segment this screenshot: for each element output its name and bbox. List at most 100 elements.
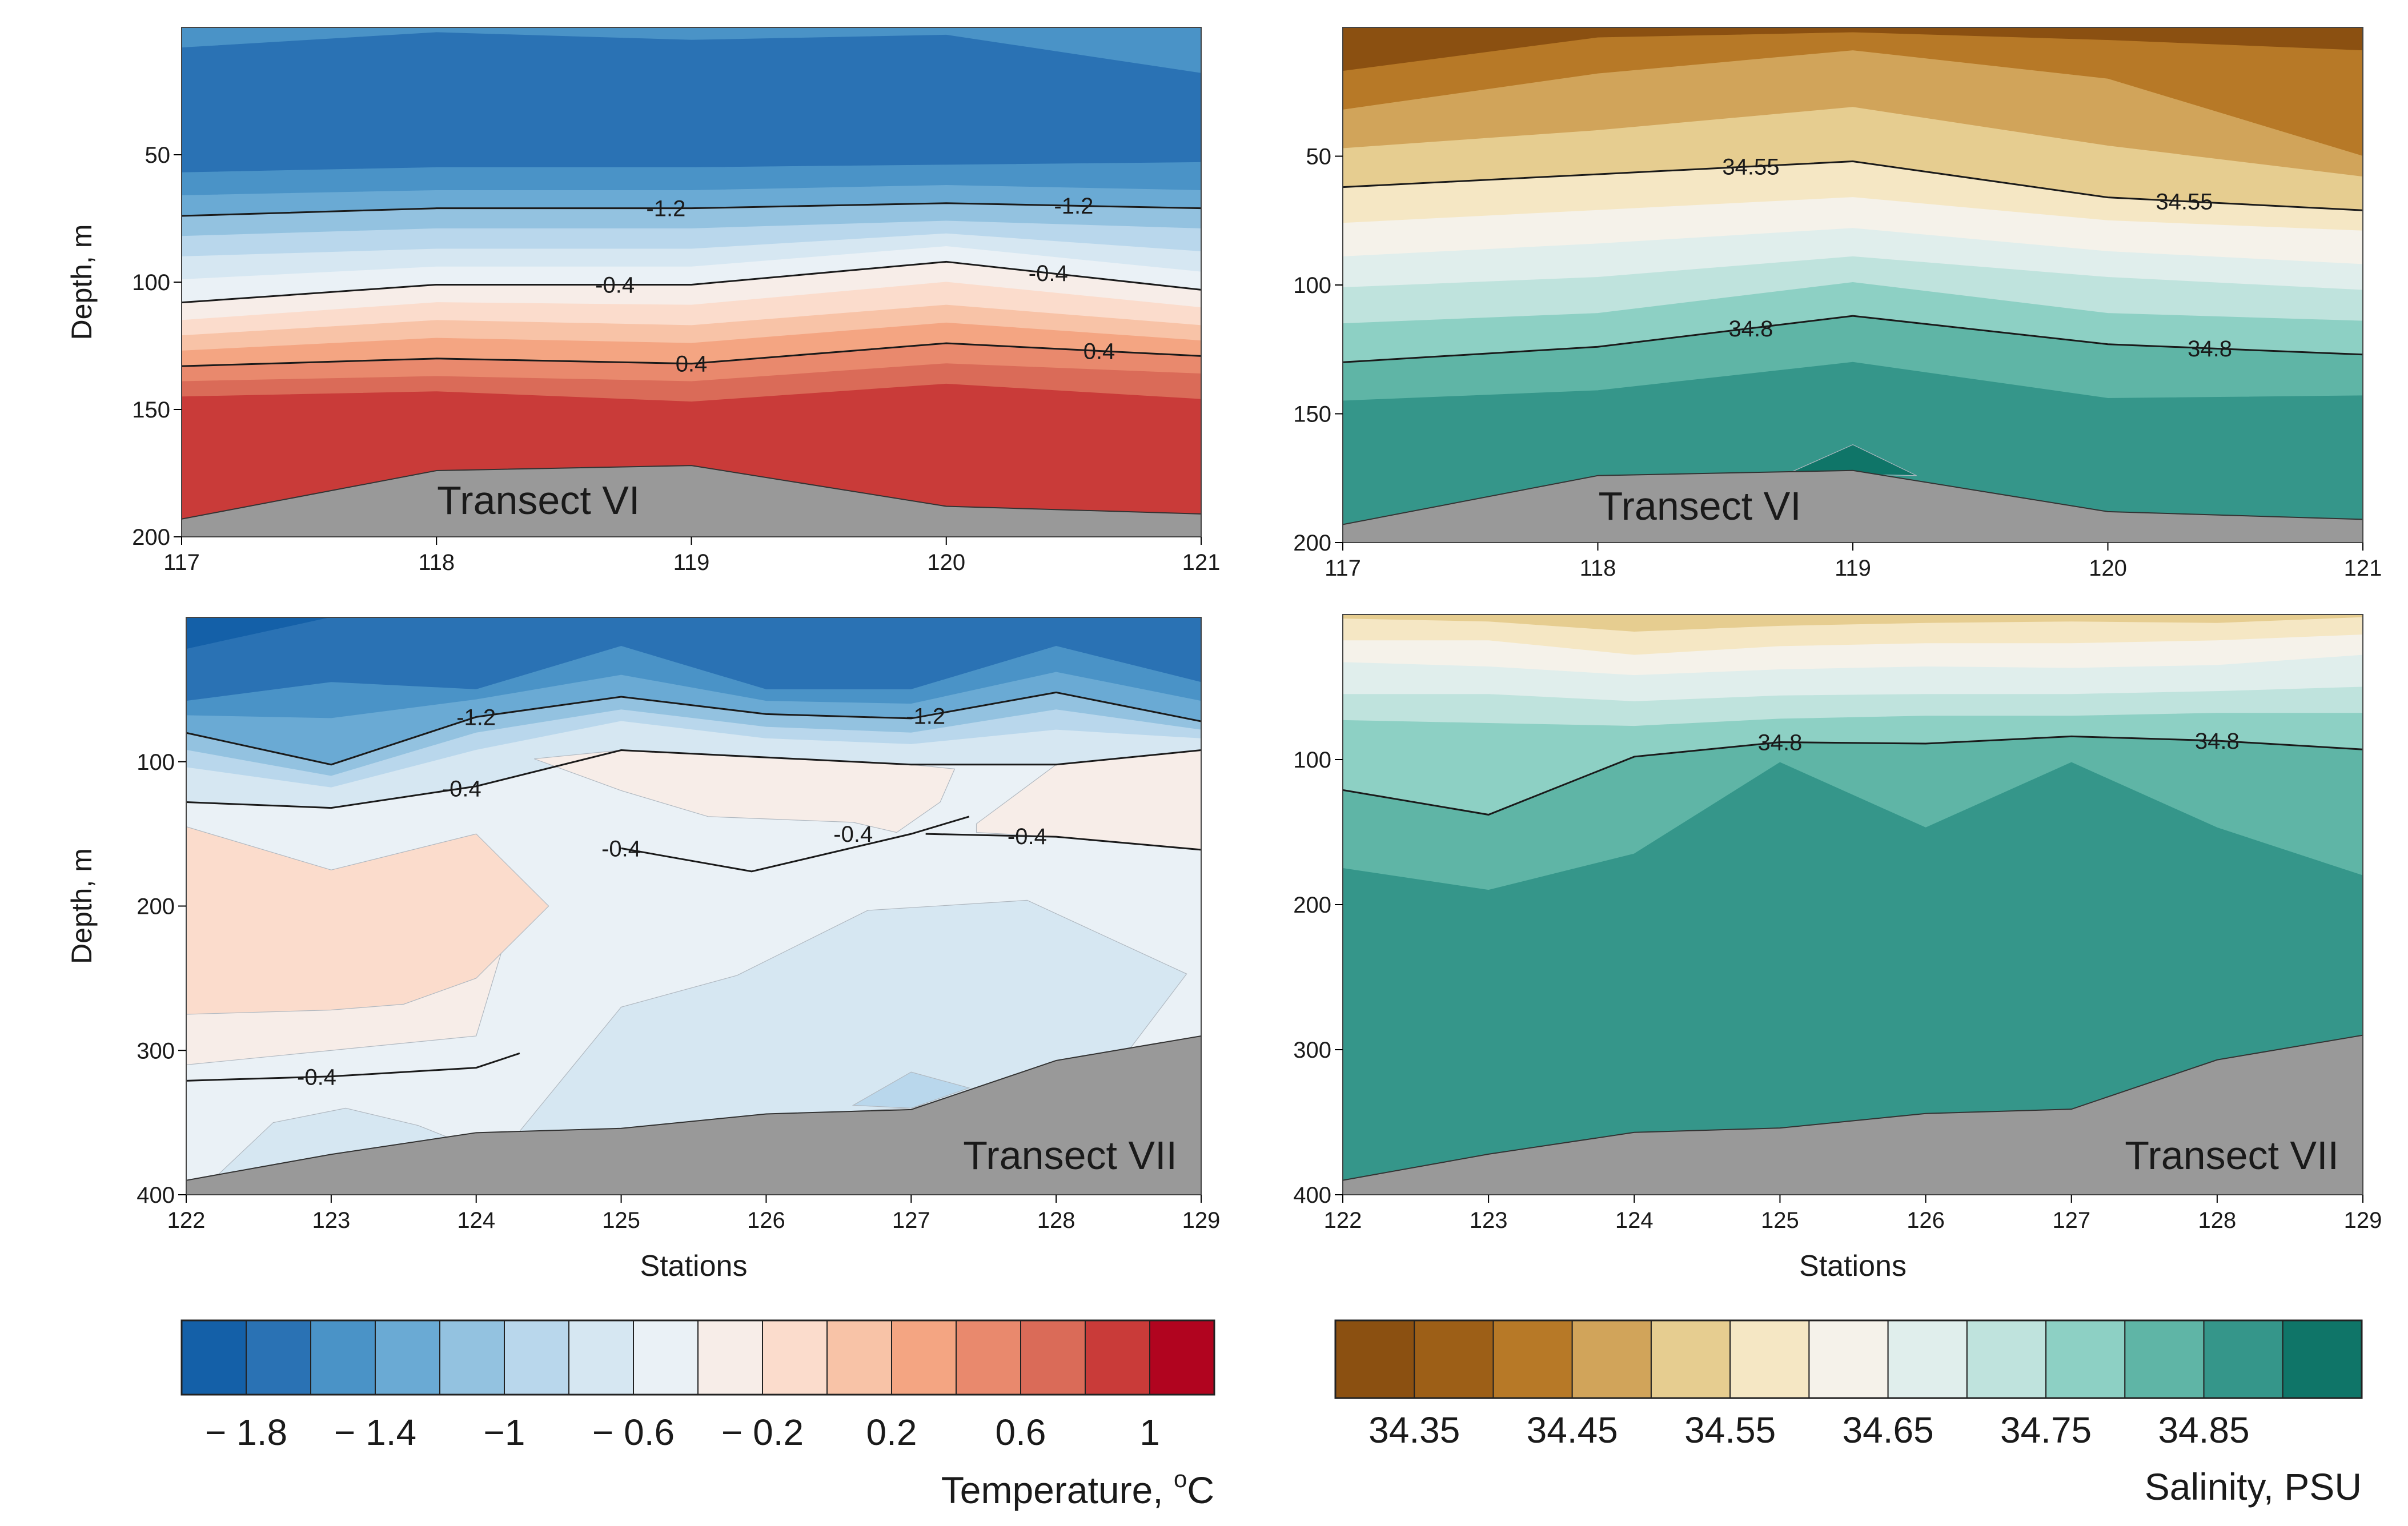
contour-patch [186, 826, 549, 1015]
colorbar-title: Salinity, PSU [2145, 1465, 2362, 1508]
plot-area: 34.8 34.8 [1343, 615, 2363, 1195]
x-tick-label: 124 [1615, 1208, 1654, 1233]
transect-label: Transect VI [1598, 484, 1801, 528]
colorbar-swatch [1966, 1320, 2047, 1399]
x-tick-label: 120 [927, 550, 965, 575]
colorbar-swatch [1729, 1320, 1810, 1399]
isoline-label: 0.4 [676, 352, 708, 377]
transect-label: Transect VII [2125, 1133, 2339, 1178]
isoline-label: -0.4 [1029, 261, 1068, 286]
x-tick-label: 125 [1761, 1208, 1799, 1233]
colorbar-tick-label: 34.75 [2000, 1409, 2092, 1451]
x-axis-label: Stations [640, 1250, 748, 1283]
isoline--0.4 [182, 260, 1201, 304]
colorbar-swatch [1808, 1320, 1889, 1399]
y-tick-label: 300 [1293, 1038, 1331, 1063]
seafloor [186, 1035, 1201, 1195]
x-tick-label: 127 [2052, 1208, 2090, 1233]
isoline--0.4 [186, 1052, 520, 1082]
y-tick-label: 150 [1293, 402, 1331, 427]
isoline-label: 34.8 [2188, 336, 2232, 362]
colorbar-swatch [1020, 1320, 1086, 1395]
isoline-label: -0.4 [601, 836, 641, 861]
colorbar-tick-label: 34.55 [1684, 1409, 1776, 1451]
x-tick-label: 128 [2198, 1208, 2236, 1233]
colorbar-tick-label: 0.2 [866, 1412, 917, 1453]
plot-area: -1.2 -1.2 -0.4 -0.4 -0.4 -0.4 -0.4 [186, 617, 1201, 1195]
x-tick-label: 129 [1182, 1208, 1221, 1233]
y-tick-label: 200 [1293, 531, 1331, 556]
contour-band [182, 32, 1201, 173]
colorbar-swatch [568, 1320, 634, 1395]
y-tick-label: 100 [1293, 273, 1331, 298]
x-tick-label: 120 [2089, 556, 2127, 581]
isoline-label: -1.2 [1054, 194, 1093, 219]
isoline-label: -0.4 [833, 822, 873, 847]
y-axis-label: Depth, m [66, 848, 98, 964]
isoline-label: -1.2 [646, 196, 685, 222]
y-tick-label: 200 [132, 525, 170, 550]
colorbar-swatch [633, 1320, 699, 1395]
isoline--1.2 [182, 202, 1201, 217]
y-tick-label: 100 [132, 270, 170, 295]
isoline-0.4 [182, 342, 1201, 367]
contour-patch [852, 1071, 970, 1109]
isoline-label: -0.4 [297, 1065, 336, 1090]
transect-label: Transect VI [437, 478, 640, 523]
salinity-colorbar: 34.35 34.45 34.55 34.65 34.75 34.85 Salinity, … [1334, 1319, 2363, 1508]
isoline--0.4 [621, 816, 970, 873]
colorbar-title-main: Temperature, [941, 1469, 1174, 1511]
x-tick-label: 123 [312, 1208, 350, 1233]
isoline-label: 34.8 [1728, 316, 1773, 342]
panel-temp-vii: -1.2 -1.2 -0.4 -0.4 -0.4 -0.4 -0.4 Transect VII… [66, 617, 1220, 1283]
isoline-label: -0.4 [442, 777, 481, 802]
isoline-label: -1.2 [906, 704, 945, 729]
x-tick-label: 129 [2344, 1208, 2382, 1233]
x-tick-label: 117 [1325, 556, 1361, 581]
isoline-label: -0.4 [595, 272, 635, 298]
panel-sal-vi: 34.55 34.55 34.8 34.8 Transect VI 50 100 150 200… [1293, 27, 2382, 581]
x-tick-label: 128 [1037, 1208, 1075, 1233]
colorbar-swatch [2124, 1320, 2205, 1399]
colorbar-swatch [246, 1320, 311, 1395]
x-tick-label: 127 [892, 1208, 930, 1233]
colorbar-tick-label: −1 [484, 1412, 525, 1453]
colorbar-frame [1334, 1319, 2363, 1399]
colorbar-swatch [1492, 1320, 1573, 1399]
colorbar-tick-label: 1 [1139, 1412, 1160, 1453]
colorbar-swatch [439, 1320, 505, 1395]
colorbar-swatch [2203, 1320, 2283, 1399]
x-tick-label: 119 [1835, 556, 1871, 581]
y-axis-label: Depth, m [66, 224, 98, 340]
colorbar-swatch [1650, 1320, 1731, 1399]
x-tick-label: 117 [163, 550, 200, 575]
y-tick-label: 200 [137, 894, 175, 919]
seafloor [182, 465, 1201, 537]
contour-band [186, 617, 1201, 650]
x-tick-label: 121 [1182, 550, 1221, 575]
colorbar-swatch [956, 1320, 1021, 1395]
y-tick-label: 150 [132, 397, 170, 423]
colorbar-tick-label: 0.6 [996, 1412, 1046, 1453]
x-tick-label: 126 [747, 1208, 785, 1233]
colorbar-frame [180, 1319, 1215, 1396]
x-tick-label: 118 [418, 550, 455, 575]
colorbar-tick-label: 34.45 [1527, 1409, 1618, 1451]
seafloor [1343, 469, 2363, 543]
colorbar-tick-label: − 0.6 [592, 1412, 675, 1453]
y-tick-label: 50 [1306, 144, 1332, 170]
y-tick-label: 200 [1293, 893, 1331, 918]
isoline-label: -1.2 [456, 705, 496, 730]
transect-label: Transect VII [963, 1133, 1177, 1178]
colorbar-swatch [762, 1320, 828, 1395]
panel-temp-vi: -1.2 -1.2 -0.4 -0.4 0.4 0.4 Transect VI 50 100 15… [66, 27, 1220, 575]
isoline-label: -0.4 [1008, 824, 1047, 849]
colorbar-swatch [891, 1320, 957, 1395]
seafloor [1343, 1034, 2363, 1195]
isoline-label: 34.55 [2156, 189, 2213, 214]
colorbar-swatch [1887, 1320, 1968, 1399]
x-tick-label: 126 [1907, 1208, 1945, 1233]
plot-area: -1.2 -1.2 -0.4 -0.4 0.4 0.4 [182, 27, 1201, 537]
x-tick-label: 123 [1470, 1208, 1508, 1233]
